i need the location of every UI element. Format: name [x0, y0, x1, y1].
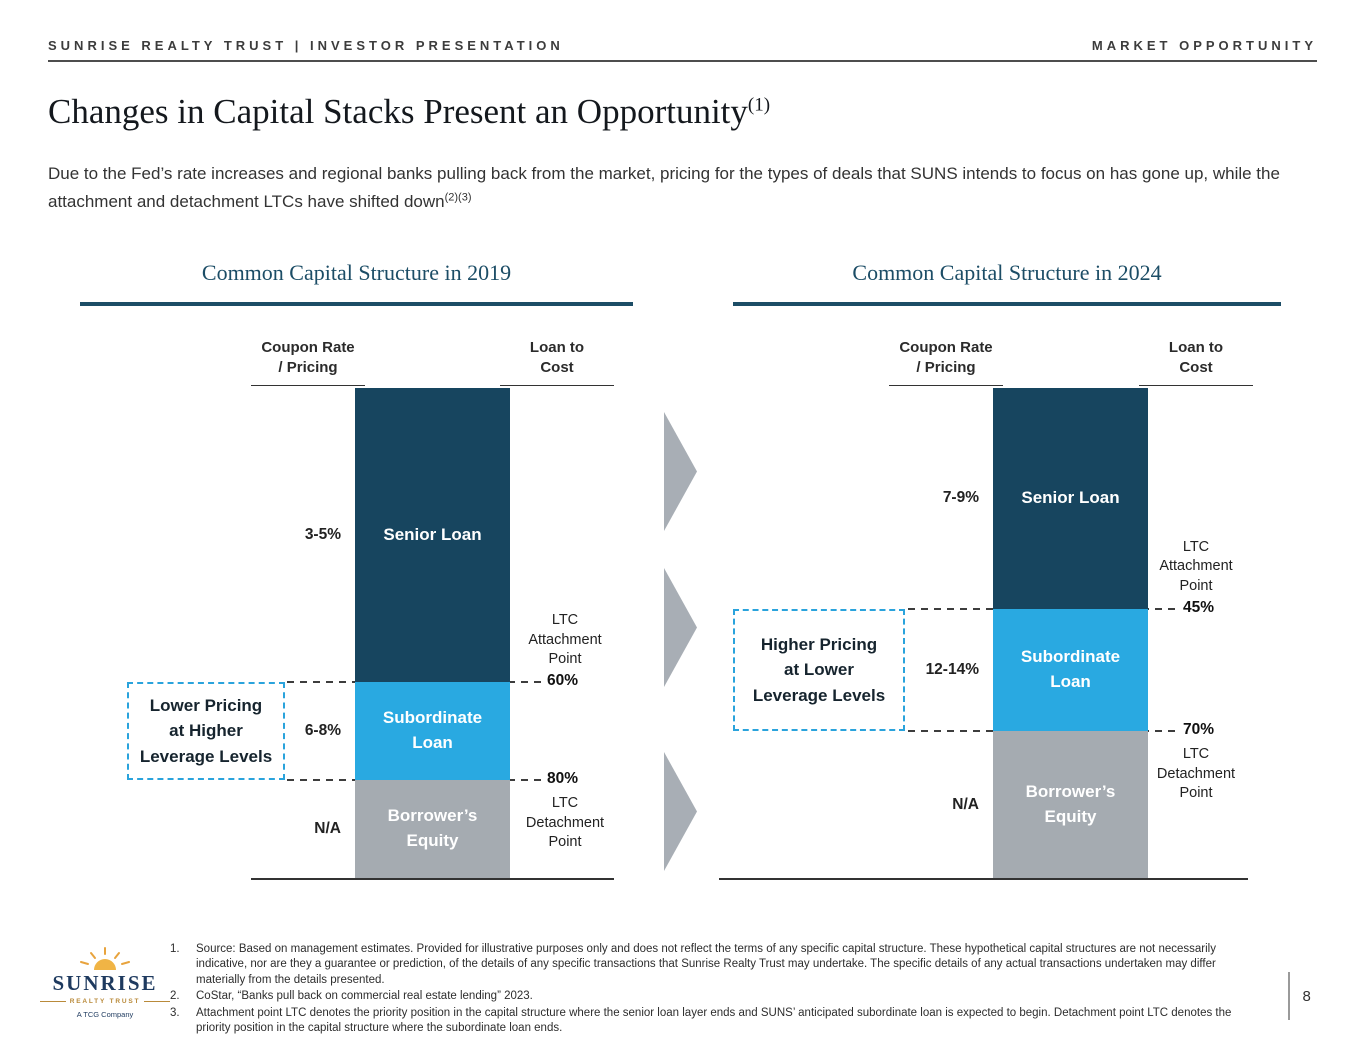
coupon-rate-label: 3-5% [304, 526, 341, 543]
logo-tagline-row: REALTY TRUST [40, 998, 171, 1005]
loan-to-cost-header: Loan to Cost [1139, 338, 1253, 386]
ltc-detachment-point-label: LTC Detachment Point [1156, 746, 1236, 802]
header-deck-title: SUNRISE REALTY TRUST | INVESTOR PRESENTA… [48, 38, 564, 53]
coupon-rate-label: N/A [952, 795, 979, 813]
panel-title-2019: Common Capital Structure in 2019 [201, 260, 512, 285]
segment-label: Senior Loan [1021, 487, 1120, 507]
page-title-footnote-ref: (1) [747, 94, 771, 116]
footnote-2: 2. CoStar, “Banks pull back on commercia… [170, 989, 1266, 1004]
ltc-attachment-point-value: 45% [1183, 598, 1215, 616]
footnotes: 1. Source: Based on management estimates… [170, 942, 1266, 1037]
panel-title-2024: Common Capital Structure in 2024 [852, 260, 1162, 285]
page-number-block: 8 [1288, 972, 1311, 1020]
segment-subordinate-loan: Subordinate Loan 12-14% [926, 608, 1148, 731]
panel-title-underline [733, 302, 1281, 306]
capital-stack-bar: Senior Loan 3-5% Subordinate Loan 6-8% B… [305, 388, 510, 878]
coupon-rate-label: 6-8% [304, 722, 341, 739]
footnote-3: 3. Attachment point LTC denotes the prio… [170, 1006, 1266, 1037]
logo-tagline: REALTY TRUST [69, 998, 141, 1005]
pricing-callout-box: Lower Pricing at Higher Leverage Levels [127, 682, 285, 780]
logo-company: A TCG Company [76, 1010, 134, 1019]
page-number: 8 [1302, 987, 1311, 1005]
ltc-detachment-point-label: LTC Detachment Point [525, 795, 605, 851]
segment-label: Borrower’s Equity [387, 806, 478, 850]
segment-label: Senior Loan [383, 524, 482, 544]
ltc-attachment-point-label: LTC Attachment Point [1159, 538, 1233, 594]
footnote-text: CoStar, “Banks pull back on commercial r… [196, 990, 533, 1003]
ltc-attachment-point-value: 60% [547, 672, 579, 689]
intro-footnote-refs: (2)(3) [444, 190, 472, 203]
segment-subordinate-loan: Subordinate Loan 6-8% [305, 682, 510, 780]
logo-rule [144, 1001, 171, 1002]
logo-rule [40, 1001, 66, 1002]
page-title-text: Changes in Capital Stacks Present an Opp… [48, 92, 748, 131]
page-number-divider [1288, 972, 1290, 1020]
footnote-number: 3. [170, 1006, 180, 1019]
segment-label: Subordinate Loan [382, 708, 483, 752]
chart-baseline [251, 878, 614, 880]
sun-icon [80, 947, 130, 970]
capital-stack-bar: Senior Loan 7-9% Subordinate Loan 12-14%… [926, 388, 1148, 878]
coupon-rate-header: Coupon Rate / Pricing [251, 338, 365, 386]
segment-senior-loan: Senior Loan 3-5% [305, 388, 510, 682]
ltc-detachment-point-value: 70% [1183, 721, 1215, 738]
footnote-number: 1. [170, 943, 180, 955]
header-divider [48, 60, 1317, 62]
right-arrow-icon [664, 752, 697, 871]
coupon-rate-header: Coupon Rate / Pricing [889, 338, 1003, 386]
right-arrow-icon [664, 568, 697, 687]
right-arrow-icon [664, 412, 697, 531]
coupon-rate-label: 7-9% [942, 489, 979, 507]
segment-senior-loan: Senior Loan 7-9% [943, 388, 1148, 609]
pricing-callout-box: Higher Pricing at Lower Leverage Levels [733, 608, 905, 731]
company-logo: SUNRISE REALTY TRUST A TCG Company [40, 946, 171, 1019]
coupon-rate-label: N/A [314, 820, 341, 837]
capital-structure-panel-2024: Common Capital Structure in 2024 Coupon … [719, 260, 1281, 905]
ltc-attachment-point-label: LTC Attachment Point [528, 612, 602, 668]
capital-structure-panel-2019: Common Capital Structure in 2019 Coupon … [80, 260, 633, 905]
page-title: Changes in Capital Stacks Present an Opp… [48, 92, 770, 132]
coupon-rate-label: 12-14% [925, 660, 979, 678]
logo-wordmark: SUNRISE [52, 971, 158, 995]
loan-to-cost-header: Loan to Cost [500, 338, 614, 386]
segment-label: Borrower’s Equity [1025, 781, 1116, 826]
chart-baseline [719, 878, 1248, 880]
segment-borrowers-equity: Borrower’s Equity N/A [314, 780, 510, 878]
header-section-title: MARKET OPPORTUNITY [1091, 38, 1317, 53]
intro-text: Due to the Fed’s rate increases and regi… [48, 164, 1280, 211]
panel-title-underline [80, 302, 633, 306]
segment-label: Subordinate Loan [1020, 647, 1121, 691]
segment-borrowers-equity: Borrower’s Equity N/A [952, 731, 1148, 878]
footnote-text: Source: Based on management estimates. P… [196, 943, 1216, 986]
ltc-detachment-point-value: 80% [547, 770, 579, 787]
footnote-number: 2. [170, 990, 180, 1003]
footnote-1: 1. Source: Based on management estimates… [170, 942, 1266, 988]
intro-paragraph: Due to the Fed’s rate increases and regi… [48, 160, 1316, 215]
footnote-text: Attachment point LTC denotes the priorit… [196, 1006, 1232, 1035]
